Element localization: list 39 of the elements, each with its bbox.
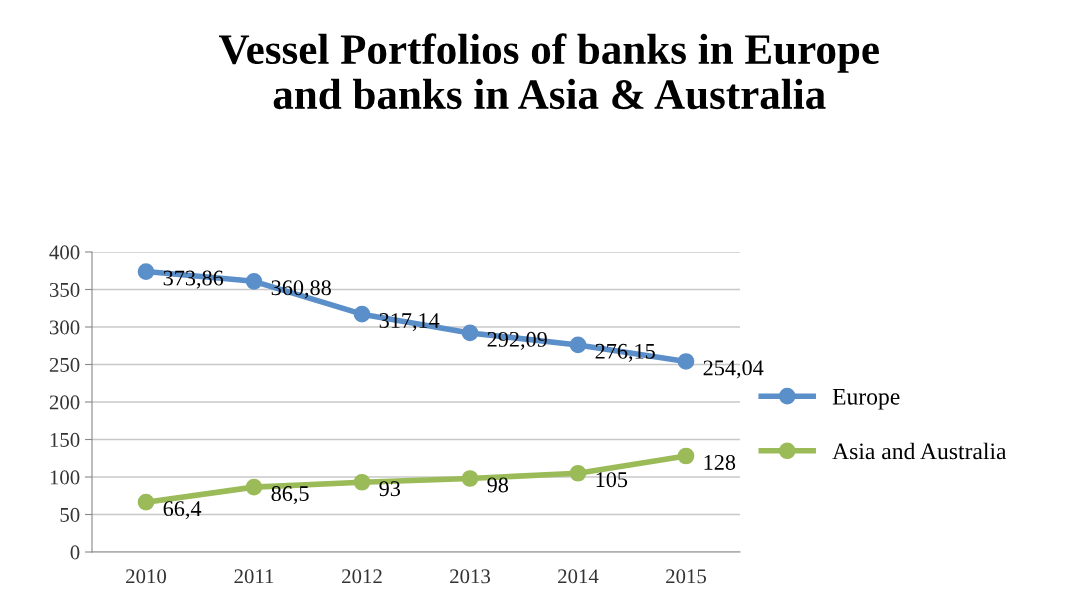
data-label: 254,04	[703, 360, 764, 379]
point	[461, 470, 479, 487]
y-tick-label: 0	[70, 545, 80, 560]
y-tick-label: 300	[49, 320, 80, 335]
point	[245, 478, 263, 496]
point	[245, 273, 263, 290]
point	[137, 493, 155, 511]
legend-label: Europe	[832, 388, 900, 410]
data-label: 86,5	[271, 486, 309, 505]
point	[353, 473, 371, 491]
data-label: 93	[379, 481, 401, 497]
x-tick-label: 2010	[126, 569, 167, 584]
data-label: 66,4	[163, 501, 202, 520]
x-tick-label: 2012	[342, 569, 382, 584]
point	[137, 263, 155, 280]
y-tick-label: 150	[50, 432, 80, 447]
y-tick-label: 350	[49, 282, 80, 297]
data-label: 317,14	[379, 313, 440, 332]
chart-title: Vessel Portfolios of banks in Europe and banks in Asia & Australia	[218, 33, 879, 110]
point	[569, 464, 587, 482]
x-tick-label: 2013	[450, 569, 491, 584]
y-tick-label: 100	[50, 470, 80, 485]
legend-label: Asia and Australia	[832, 442, 1007, 460]
data-label: 98	[487, 477, 509, 493]
data-label: 276,15	[595, 343, 655, 362]
point	[461, 324, 479, 342]
x-tick-label: 2015	[666, 569, 707, 584]
data-label: 128	[704, 454, 736, 470]
x-tick-label: 2014	[558, 569, 599, 584]
point	[353, 305, 371, 323]
y-tick-label: 400	[49, 245, 80, 260]
point	[677, 447, 695, 465]
y-tick-label: 200	[49, 395, 80, 410]
data-label: 105	[596, 472, 628, 488]
point	[569, 336, 587, 354]
x-tick-label: 2011	[234, 569, 274, 584]
y-tick-label: 250	[49, 357, 80, 372]
y-tick-label: 50	[60, 507, 80, 522]
point	[677, 353, 695, 370]
